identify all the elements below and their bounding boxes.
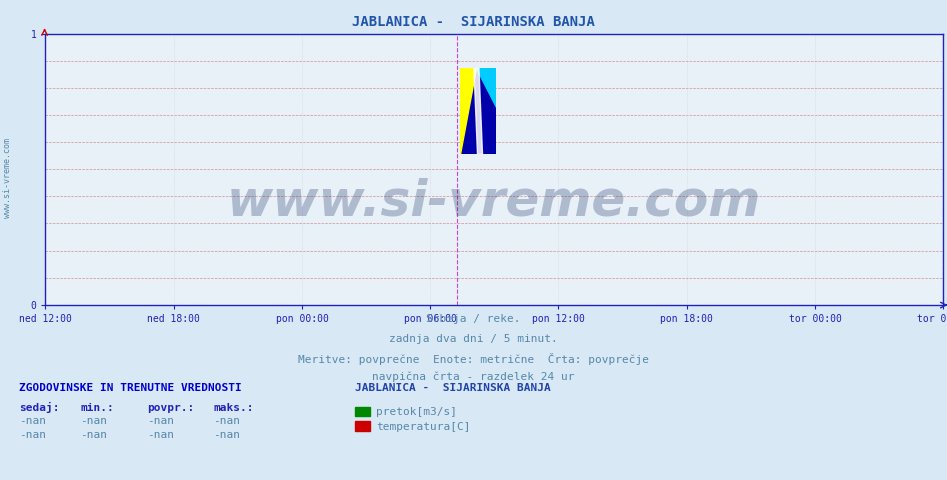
Text: JABLANICA -  SIJARINSKA BANJA: JABLANICA - SIJARINSKA BANJA (352, 15, 595, 29)
Text: -nan: -nan (19, 430, 46, 440)
Text: pretok[m3/s]: pretok[m3/s] (376, 408, 457, 417)
Text: -nan: -nan (213, 430, 241, 440)
Polygon shape (476, 68, 496, 107)
Text: -nan: -nan (19, 416, 46, 426)
Text: navpična črta - razdelek 24 ur: navpična črta - razdelek 24 ur (372, 372, 575, 383)
Text: -nan: -nan (213, 416, 241, 426)
Text: temperatura[C]: temperatura[C] (376, 422, 471, 432)
Text: www.si-vreme.com: www.si-vreme.com (3, 138, 12, 217)
Text: JABLANICA -  SIJARINSKA BANJA: JABLANICA - SIJARINSKA BANJA (355, 383, 551, 393)
Text: -nan: -nan (147, 416, 174, 426)
Text: www.si-vreme.com: www.si-vreme.com (227, 178, 761, 226)
Text: zadnja dva dni / 5 minut.: zadnja dva dni / 5 minut. (389, 334, 558, 344)
Text: maks.:: maks.: (213, 403, 254, 413)
Text: min.:: min.: (80, 403, 115, 413)
Text: sedaj:: sedaj: (19, 402, 60, 413)
Text: Meritve: povprečne  Enote: metrične  Črta: povprečje: Meritve: povprečne Enote: metrične Črta:… (298, 353, 649, 365)
Text: -nan: -nan (80, 430, 108, 440)
Text: -nan: -nan (80, 416, 108, 426)
Text: ZGODOVINSKE IN TRENUTNE VREDNOSTI: ZGODOVINSKE IN TRENUTNE VREDNOSTI (19, 383, 241, 393)
Text: -nan: -nan (147, 430, 174, 440)
Text: Srbija / reke.: Srbija / reke. (426, 314, 521, 324)
Text: povpr.:: povpr.: (147, 403, 194, 413)
Polygon shape (474, 68, 483, 154)
Polygon shape (460, 68, 496, 154)
Polygon shape (460, 68, 476, 154)
